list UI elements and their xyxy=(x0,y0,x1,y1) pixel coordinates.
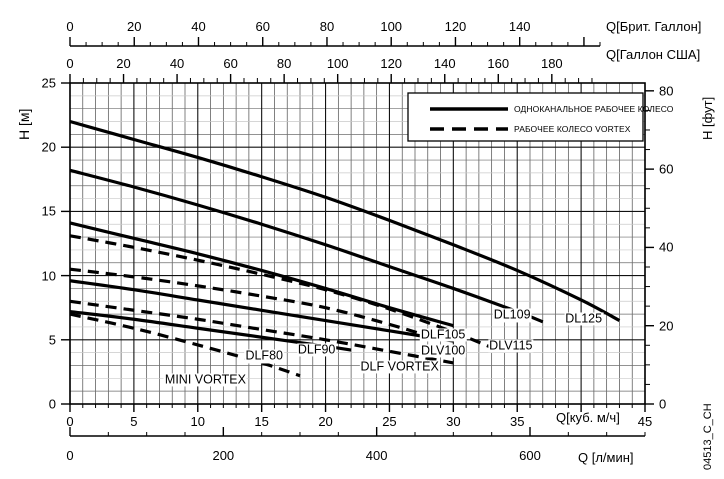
right-axis-tick-label: 60 xyxy=(659,161,674,177)
top-axis-1-tick-label: 80 xyxy=(319,19,335,34)
top-axis-2-tick-label: 40 xyxy=(169,56,185,71)
bottom-axis-1-tick-label: 0 xyxy=(66,414,74,429)
curve-label-dlv115: DLV115 xyxy=(488,338,534,353)
top-axis-1-title: Q[Брит. Галлон] xyxy=(606,19,702,34)
legend-label-1: РАБОЧЕЕ КОЛЕСО VORTEX xyxy=(514,123,631,134)
right-axis-tick-label: 20 xyxy=(659,318,674,334)
top-axis-1-tick-label: 60 xyxy=(255,19,270,34)
curve-label-dlv100: DLV100 xyxy=(419,343,467,358)
curve-dl109 xyxy=(69,168,544,324)
curve-group xyxy=(69,119,621,378)
legend-label-0: ОДНОКАНАЛЬНОЕ РАБОЧЕЕ КОЛЕСО xyxy=(514,103,674,114)
bottom-axis-1-tick-label: 25 xyxy=(382,414,397,429)
curve-label-mini-vortex: MINI VORTEX xyxy=(163,372,247,387)
top-axis-2-tick-label: 20 xyxy=(116,56,131,71)
curve-label-dlf105: DLF105 xyxy=(419,327,467,342)
top-axis-1-tick-label: 100 xyxy=(380,19,403,34)
curve-mini-vortex xyxy=(69,312,301,378)
top-axis-1-tick-label: 140 xyxy=(508,19,531,34)
curve-label-dlf80: DLF80 xyxy=(244,348,284,364)
right-axis-title: H [фут] xyxy=(700,96,715,140)
top-axis-2-tick-label: 120 xyxy=(380,56,403,71)
top-axis-2-tick-label: 80 xyxy=(276,56,292,71)
right-axis-tick-label: 40 xyxy=(659,239,674,255)
curve-label-dl109: DL109 xyxy=(492,307,532,322)
right-axis-tick-label: 0 xyxy=(659,396,667,412)
axis-lines xyxy=(70,45,645,437)
bottom-axis-2-tick-label: 400 xyxy=(365,448,388,463)
curve-label-dl125: DL125 xyxy=(564,311,604,326)
bottom-axis-1-tick-label: 45 xyxy=(637,414,653,429)
top-axis-2-tick-label: 160 xyxy=(487,56,510,71)
curve-dlf90 xyxy=(69,279,454,343)
curve-label-dlf-vortex: DLF VORTEX xyxy=(359,359,440,374)
top-axis-2-tick-label: 0 xyxy=(66,56,74,71)
plot-frame xyxy=(69,82,646,405)
bottom-axis-2-tick-label: 600 xyxy=(519,448,541,463)
axis-ticks xyxy=(61,37,654,436)
bottom-axis-1-tick-label: 20 xyxy=(318,414,333,429)
top-axis-2-title: Q[Галлон США] xyxy=(606,47,701,62)
top-axis-1-tick-label: 0 xyxy=(66,19,74,34)
bottom-axis-1-tick-label: 30 xyxy=(446,414,461,429)
bottom-axis-2-tick-label: 200 xyxy=(212,448,235,463)
left-axis-tick-label: 10 xyxy=(41,268,56,284)
left-axis-tick-label: 0 xyxy=(48,396,56,412)
left-axis-tick-label: 25 xyxy=(41,75,56,91)
top-axis-1-tick-label: 40 xyxy=(191,19,206,34)
top-axis-1-tick-label: 120 xyxy=(444,19,467,34)
bottom-axis-2-title: Q [л/мин] xyxy=(578,450,634,465)
curve-dl125 xyxy=(69,119,621,322)
curve-label-dlf90: DLF90 xyxy=(296,342,337,357)
figure-code: 04513_C_CH xyxy=(702,403,714,470)
bottom-axis-1-tick-label: 35 xyxy=(509,414,525,429)
bottom-axis-1-tick-label: 15 xyxy=(254,414,269,429)
top-axis-2-tick-label: 60 xyxy=(223,56,238,71)
bottom-axis-1-tick-label: 5 xyxy=(130,414,138,429)
right-axis-tick-label: 80 xyxy=(659,83,674,99)
curve-dlv100 xyxy=(69,267,429,338)
bottom-axis-1-title: Q[куб. м/ч] xyxy=(556,410,620,425)
left-axis-tick-label: 15 xyxy=(41,203,56,219)
bottom-axis-2-tick-label: 0 xyxy=(66,448,74,463)
top-axis-2-tick-label: 140 xyxy=(433,56,456,71)
top-axis-2-tick-label: 100 xyxy=(326,56,349,71)
legend-box xyxy=(407,92,644,142)
top-axis-2-tick-label: 180 xyxy=(540,56,563,71)
left-axis-tick-label: 5 xyxy=(48,332,56,348)
left-axis-tick-label: 20 xyxy=(41,139,56,155)
top-axis-1-tick-label: 20 xyxy=(127,19,142,34)
bottom-axis-1-tick-label: 10 xyxy=(190,414,205,429)
left-axis-title: H [м] xyxy=(16,108,32,140)
curve-dlf-vortex xyxy=(69,299,454,365)
